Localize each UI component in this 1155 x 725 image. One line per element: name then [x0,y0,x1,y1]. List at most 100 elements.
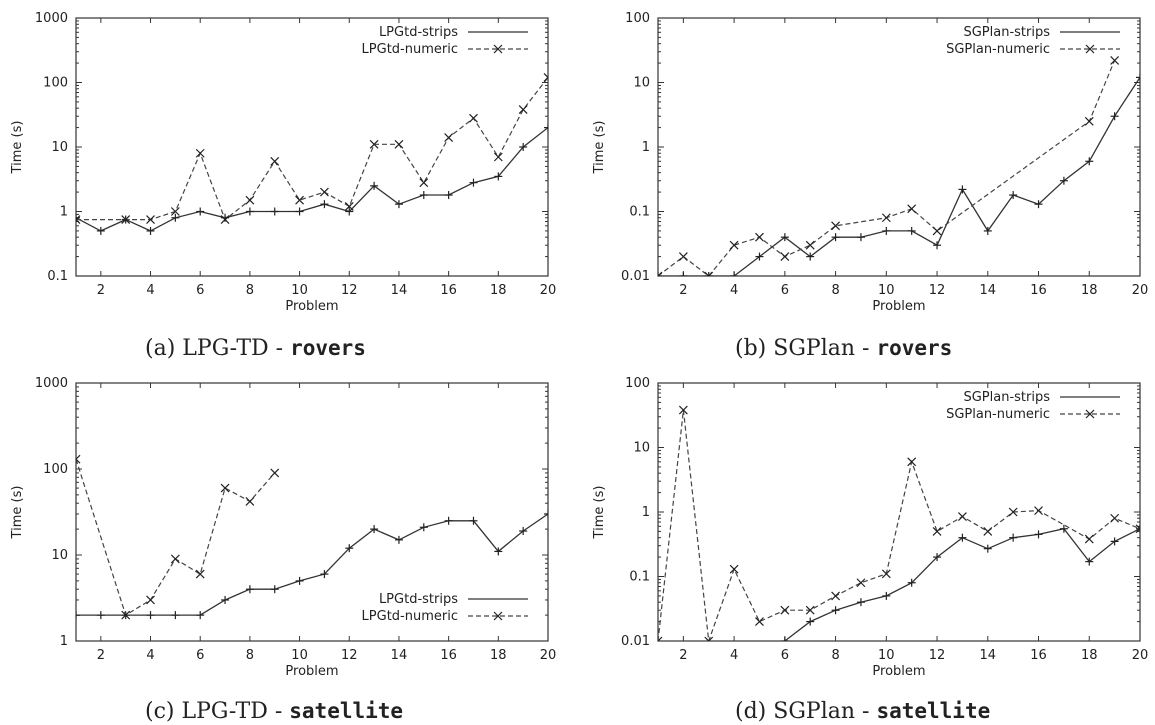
data-point [146,226,155,235]
data-point [907,578,916,587]
y-tick-label: 0.1 [629,205,650,220]
data-point [295,195,305,205]
y-axis-label: Time (s) [10,486,25,540]
data-point [983,526,993,536]
data-point [221,595,230,604]
data-point [1110,513,1120,523]
series-line [76,459,276,617]
data-point [543,72,548,82]
panel-caption: (c) LPG-TD - satellite [145,699,403,724]
x-tick-label: 20 [540,648,557,663]
data-point [780,637,789,641]
data-point [806,252,815,261]
data-point [831,233,840,242]
x-tick-label: 8 [831,283,839,298]
data-point [344,201,354,211]
series-line [76,127,548,232]
x-tick-label: 2 [679,648,687,663]
legend-label: SGPlan-numeric [946,407,1050,422]
data-point [1059,524,1068,533]
data-point [806,617,815,626]
series-SGPlan-numeric [658,405,1140,641]
data-point [170,554,180,564]
data-point [469,178,478,187]
x-tick-label: 4 [146,648,154,663]
x-axis-label: Problem [872,299,925,314]
caption-method: (c) LPG-TD - [145,699,289,724]
series-LPGtd-numeric [76,454,280,620]
data-point [518,105,528,115]
x-tick-label: 6 [196,283,204,298]
data-point [146,215,155,224]
data-point [907,204,917,214]
x-tick-label: 20 [540,283,557,298]
legend-label: LPGtd-numeric [362,42,458,57]
data-point [196,207,205,216]
data-point [1009,533,1018,542]
data-point [1085,557,1094,566]
y-tick-label: 1 [60,205,68,220]
y-tick-label: 1000 [35,11,68,26]
y-tick-label: 1 [642,505,650,520]
series-LPGtd-numeric [76,72,548,224]
data-point [831,591,841,601]
x-tick-label: 12 [341,283,358,298]
data-point [444,191,453,200]
series-line [784,527,1140,641]
data-point [1110,537,1119,546]
data-point [932,526,942,536]
data-point [345,207,354,216]
legend-label: SGPlan-strips [963,390,1050,405]
data-point [755,252,764,261]
x-tick-label: 14 [391,283,408,298]
x-tick-label: 20 [1132,648,1149,663]
data-point [444,133,454,142]
data-point [1135,524,1140,534]
chart-panel-d: 2 4 6 8 10 12 14 16 18 20 0.01 0.1 1 10 100 Problem Time… [592,376,1148,724]
data-point [1059,176,1068,185]
data-point [171,611,180,620]
series-LPGtd-strips [76,123,548,235]
x-tick-label: 2 [97,648,105,663]
data-point [881,569,891,579]
data-point [1110,55,1120,65]
data-point [780,233,789,242]
data-point [805,240,815,250]
y-tick-label: 100 [43,462,68,477]
data-point [907,226,916,235]
data-point [494,547,503,556]
x-tick-label: 10 [878,648,895,663]
y-tick-label: 100 [625,376,650,391]
legend-marker [1085,44,1095,54]
data-point [493,152,503,162]
data-point [1136,524,1140,533]
data-point [270,207,279,216]
data-point [544,509,548,518]
x-tick-label: 8 [831,648,839,663]
x-tick-label: 18 [490,648,507,663]
y-tick-label: 1 [60,634,68,649]
data-point [394,139,404,149]
data-point [96,226,105,235]
data-point [96,611,105,620]
data-point [121,610,131,620]
x-axis-label: Problem [872,664,925,679]
data-point [882,591,891,600]
data-point [805,605,815,615]
caption-domain: rovers [290,336,366,360]
x-tick-label: 16 [1030,648,1047,663]
data-point [270,585,279,594]
data-point [678,252,688,262]
y-tick-label: 10 [51,140,68,155]
legend-label: LPGtd-numeric [362,609,458,624]
series-SGPlan-strips [780,524,1140,641]
data-point [369,139,379,149]
data-point [121,215,131,224]
legend-label: LPGtd-strips [379,592,458,607]
series-line [658,77,1140,276]
data-point [370,525,379,534]
data-point [1034,506,1043,516]
x-tick-label: 16 [1030,283,1047,298]
data-point [170,207,180,216]
data-point [958,185,967,194]
